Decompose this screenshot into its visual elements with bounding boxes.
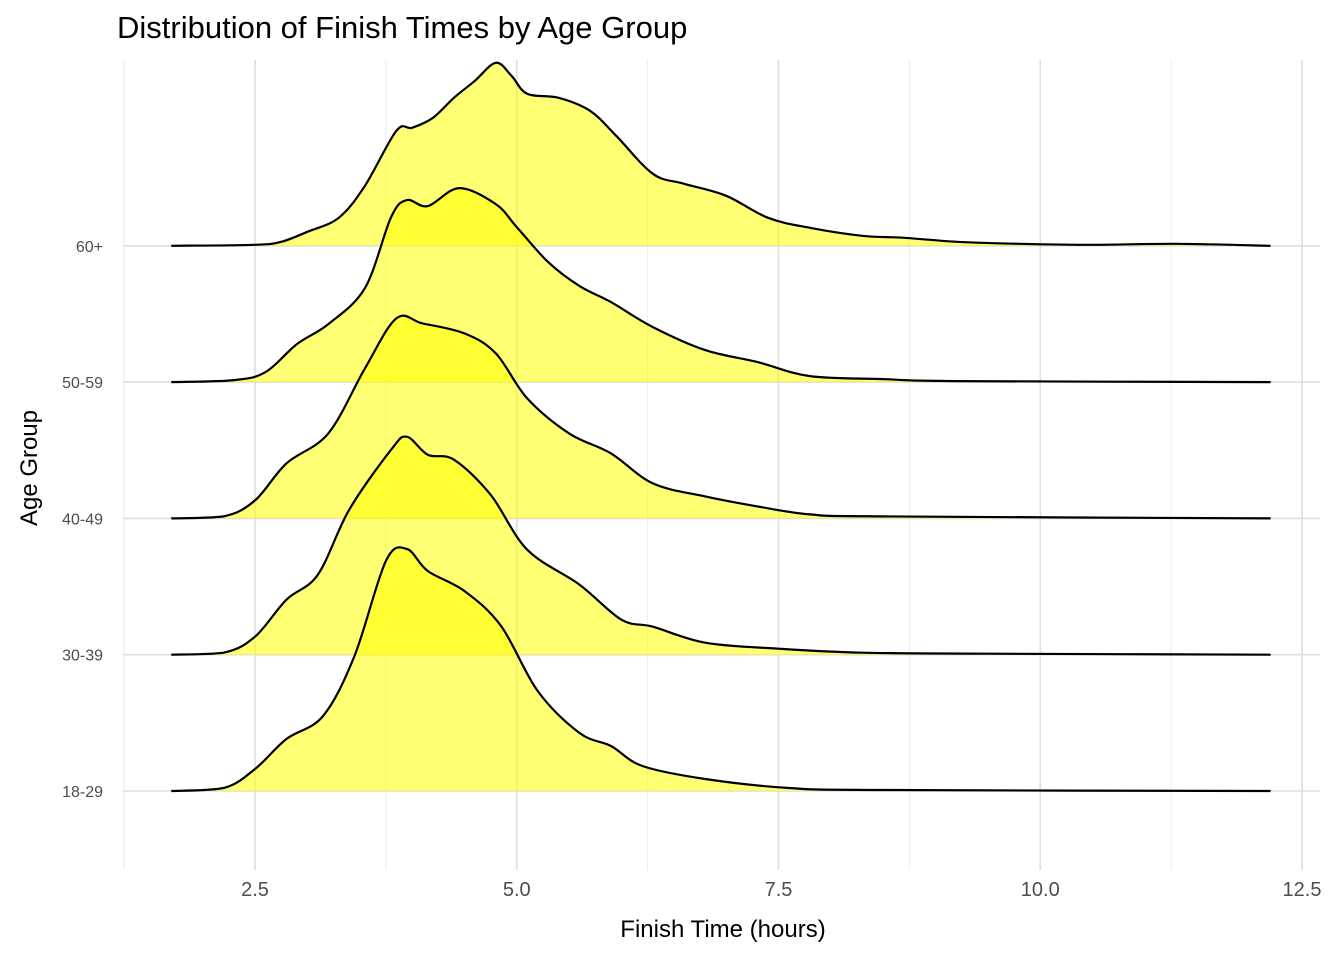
ridge-outline	[171, 435, 1271, 656]
y-tick-label: 40-49	[62, 511, 103, 528]
x-tick-label: 7.5	[765, 879, 793, 901]
ridge-outline	[171, 314, 1271, 520]
ridge-fill	[171, 62, 1271, 246]
x-tick-label: 5.0	[503, 879, 531, 901]
y-axis-label: Age Group	[16, 409, 43, 527]
ridge-fill	[171, 547, 1271, 791]
y-axis-ticks: 18-29 30-39 40-49 50-59 60+	[62, 239, 103, 801]
x-tick-label: 12.5	[1283, 879, 1322, 901]
y-tick-label: 18-29	[62, 784, 103, 801]
x-axis-label: Finish Time (hours)	[620, 916, 826, 943]
chart-title: Distribution of Finish Times by Age Grou…	[117, 10, 688, 45]
ridge-60+	[171, 61, 1271, 247]
x-tick-label: 10.0	[1021, 879, 1060, 901]
y-tick-label: 30-39	[62, 648, 103, 665]
x-tick-label: 2.5	[241, 879, 269, 901]
ridges	[171, 61, 1271, 793]
ridge-outline	[171, 186, 1271, 384]
ridge-outline	[171, 546, 1271, 793]
y-tick-label: 60+	[76, 239, 103, 256]
ridge-18-29	[171, 546, 1271, 793]
y-tick-label: 50-59	[62, 375, 103, 392]
x-axis-ticks: 2.5 5.0 7.5 10.0 12.5	[241, 879, 1321, 901]
ridge-outline	[171, 61, 1271, 247]
